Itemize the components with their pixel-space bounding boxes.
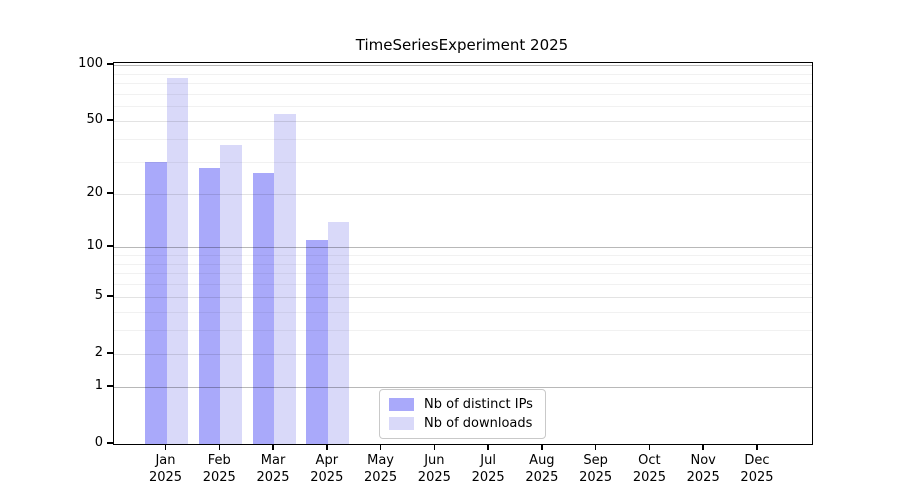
- x-tick-month: Mar: [260, 453, 286, 468]
- x-tick: [487, 444, 489, 450]
- x-tick-month: Oct: [638, 453, 661, 468]
- x-tick-year: 2025: [471, 470, 505, 485]
- legend-swatch-0: [389, 398, 414, 411]
- x-tick-month: Sep: [583, 453, 608, 468]
- x-tick: [541, 444, 543, 450]
- y-tick: [107, 245, 113, 247]
- x-tick-year: 2025: [417, 470, 451, 485]
- y-tick-label: 1: [94, 378, 103, 394]
- legend-label-0: Nb of distinct IPs: [424, 397, 533, 412]
- bar-feb-series1: [220, 145, 242, 444]
- y-tick-label: 5: [94, 287, 103, 303]
- x-tick: [702, 444, 704, 450]
- y-tick: [107, 352, 113, 354]
- x-tick-month: Jul: [480, 453, 496, 468]
- x-tick: [648, 444, 651, 450]
- x-tick-label: Dec 2025: [717, 452, 797, 486]
- x-tick: [379, 444, 382, 450]
- y-tick-label: 10: [86, 238, 103, 254]
- x-tick-month: Aug: [529, 453, 555, 468]
- y-tick-label: 50: [86, 112, 103, 128]
- x-tick: [756, 444, 758, 450]
- x-tick-label: Nov 2025: [663, 452, 743, 486]
- y-tick: [107, 192, 113, 194]
- y-tick: [107, 119, 113, 121]
- y-tick: [107, 385, 113, 387]
- bar-jan-series1: [166, 78, 188, 444]
- bar-mar-series1: [274, 113, 296, 444]
- legend-entry-0: Nb of distinct IPs: [389, 395, 533, 414]
- x-tick: [326, 444, 328, 450]
- x-tick-year: 2025: [740, 470, 774, 485]
- x-tick-year: 2025: [256, 470, 290, 485]
- bar-mar-series0: [252, 173, 275, 444]
- x-tick-year: 2025: [202, 470, 236, 485]
- y-tick-label: 100: [78, 56, 103, 72]
- y-tick-label: 0: [94, 435, 103, 450]
- legend-label-1: Nb of downloads: [424, 416, 533, 431]
- x-tick: [594, 444, 597, 450]
- bar-jan-series0: [145, 162, 167, 444]
- y-tick-label: 20: [86, 185, 103, 201]
- x-tick-month: Feb: [207, 453, 231, 468]
- x-tick-label: Oct 2025: [609, 452, 689, 486]
- x-tick-month: Apr: [315, 453, 339, 468]
- x-tick-month: Nov: [690, 453, 716, 468]
- x-tick: [272, 444, 274, 450]
- x-tick-label: Jun 2025: [394, 452, 474, 486]
- x-tick: [433, 444, 436, 450]
- legend-swatch-1: [389, 417, 414, 430]
- x-tick-month: Jun: [424, 453, 445, 468]
- bar-apr-series1: [327, 221, 350, 444]
- legend-entry-1: Nb of downloads: [389, 414, 533, 433]
- x-tick-label: Mar 2025: [233, 452, 313, 486]
- bar-feb-series0: [198, 167, 221, 444]
- legend: Nb of distinct IPs Nb of downloads: [379, 389, 546, 439]
- plot-area: [113, 62, 813, 445]
- x-tick-year: 2025: [310, 470, 344, 485]
- x-tick-year: 2025: [148, 470, 183, 485]
- x-tick-label: May 2025: [341, 452, 421, 486]
- x-tick-year: 2025: [686, 470, 720, 485]
- bars-layer: [114, 63, 812, 444]
- x-tick-year: 2025: [632, 470, 666, 485]
- x-tick-year: 2025: [364, 470, 398, 485]
- x-tick-label: Jul 2025: [448, 452, 528, 486]
- y-tick: [107, 63, 113, 65]
- x-tick-year: 2025: [579, 470, 613, 485]
- x-tick: [218, 444, 221, 450]
- x-tick: [164, 444, 167, 450]
- x-tick-label: Jan 2025: [126, 452, 206, 486]
- chart-title: TimeSeriesExperiment 2025: [355, 36, 569, 54]
- x-tick-month: May: [367, 453, 395, 468]
- y-tick-label: 2: [94, 344, 103, 360]
- x-tick-label: Apr 2025: [287, 452, 367, 486]
- x-tick-label: Feb 2025: [179, 452, 259, 486]
- x-tick-month: Jan: [155, 453, 176, 468]
- x-tick-label: Sep 2025: [556, 452, 636, 486]
- bar-apr-series0: [306, 239, 328, 444]
- y-tick: [107, 295, 113, 297]
- y-tick: [107, 442, 113, 444]
- x-tick-year: 2025: [525, 470, 559, 485]
- x-tick-label: Aug 2025: [502, 452, 582, 486]
- x-tick-month: Dec: [744, 453, 770, 468]
